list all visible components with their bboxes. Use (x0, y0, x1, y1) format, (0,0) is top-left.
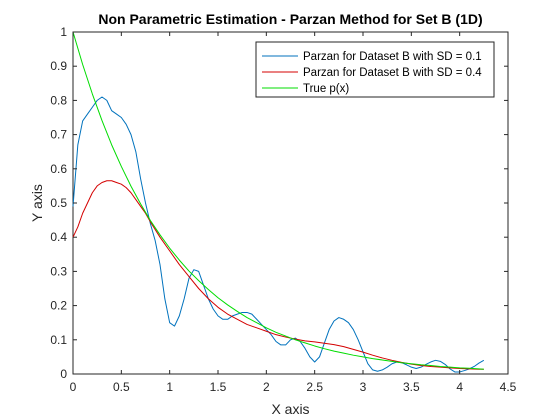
chart-title: Non Parametric Estimation - Parzan Metho… (98, 11, 482, 27)
series-layer (72, 31, 485, 373)
y-tick-label-1: 0.1 (50, 333, 67, 347)
x-tick-label-6: 3 (360, 380, 367, 394)
x-tick-label-5: 2.5 (306, 380, 323, 394)
legend: Parzan for Dataset B with SD = 0.1 Parzan… (255, 41, 495, 98)
y-tick-label-5: 0.5 (50, 196, 67, 210)
ticks-layer: 0 0.5 1 1.5 2 2.5 3 3.5 4 4.5 0 0.1 0.2 0.3 0.4 0.5 0.6 0… (50, 25, 516, 394)
series-line-1 (72, 96, 485, 373)
legend-label-3: True p(x) (303, 83, 349, 95)
y-tick-label-7: 0.7 (50, 128, 67, 142)
x-tick-label-2: 1 (166, 380, 173, 394)
x-tick-label-1: 0.5 (113, 380, 130, 394)
x-tick-label-8: 4 (456, 380, 463, 394)
y-tick-label-2: 0.2 (50, 299, 67, 313)
legend-label-2: Parzan for Dataset B with SD = 0.4 (303, 67, 482, 79)
y-tick-label-9: 0.9 (50, 59, 67, 73)
x-tick-label-9: 4.5 (500, 380, 517, 394)
y-tick-label-0: 0 (60, 367, 67, 381)
x-tick-label-4: 2 (263, 380, 270, 394)
y-tick-label-8: 0.8 (50, 93, 67, 107)
y-tick-label-6: 0.6 (50, 162, 67, 176)
legend-label-1: Parzan for Dataset B with SD = 0.1 (303, 51, 482, 63)
series-line-3 (72, 31, 484, 370)
y-axis-label: Y axis (29, 184, 45, 222)
x-tick-label-7: 3.5 (403, 380, 420, 394)
y-tick-label-4: 0.4 (50, 230, 67, 244)
x-axis-label: X axis (271, 401, 309, 417)
x-tick-label-3: 1.5 (210, 380, 227, 394)
y-tick-label-10: 1 (60, 25, 67, 39)
x-tick-label-0: 0 (70, 380, 77, 394)
y-tick-label-3: 0.3 (50, 264, 67, 278)
